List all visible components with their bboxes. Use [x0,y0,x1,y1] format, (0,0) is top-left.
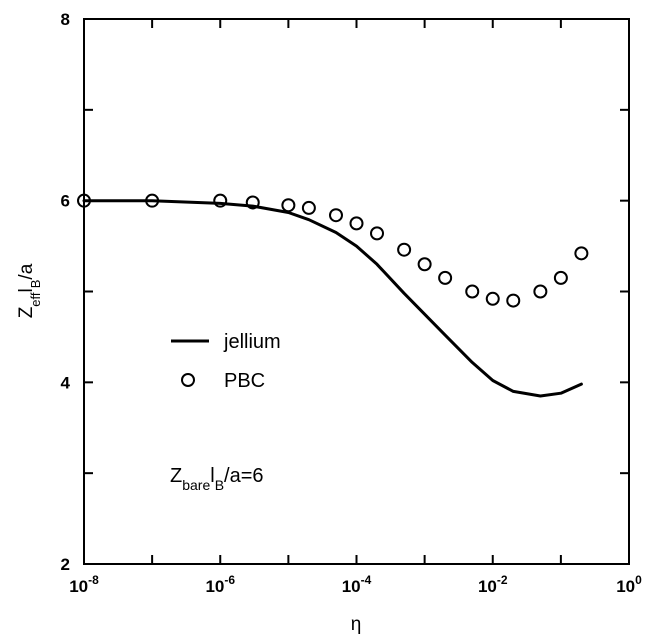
series-PBC-point [349,216,364,231]
x-tick-label-exponent: -4 [361,573,372,587]
series-PBC-point [574,246,589,261]
series-PBC-point [485,291,500,306]
y-tick-label: 4 [61,373,71,392]
x-tick-label-base: 10 [342,577,361,596]
series-PBC-point [417,257,432,272]
x-tick-labels: 10-8 10-6 10-4 10-2 100 [69,573,642,596]
y-tick-labels: 2 4 6 8 [61,10,71,574]
series-PBC-point [397,242,412,257]
x-axis-title: η [351,614,362,635]
series-PBC-point [281,198,296,213]
series-PBC-point [245,195,260,210]
series-PBC-point [533,284,548,299]
series-PBC-point [77,193,91,208]
series-PBC-point [506,293,521,308]
legend-pbc-label: PBC [224,370,265,392]
series-PBC-point [370,226,385,241]
x-tick-label-exponent: -8 [88,573,99,587]
x-tick-label: 10-4 [342,573,372,596]
series-PBC-point [465,284,480,299]
series-PBC-point [553,270,568,285]
y-tick-label: 2 [61,555,70,574]
x-tick-label-exponent: -2 [497,573,508,587]
x-tick-label-base: 10 [616,577,635,596]
y-tick-label: 6 [61,192,70,211]
series-PBC-point [145,193,160,208]
axis-ticks [83,18,630,565]
x-tick-label-base: 10 [69,577,88,596]
y-axis-title: ZefflB/a [16,263,43,318]
x-tick-label: 100 [616,573,642,596]
x-tick-label: 10-2 [478,573,508,596]
legend: jellium PBC [171,331,281,392]
series-PBC-point [213,193,228,208]
legend-jellium-label: jellium [223,331,281,353]
x-tick-label: 10-6 [205,573,235,596]
x-tick-label-base: 10 [478,577,497,596]
series-PBC-point [438,270,453,285]
x-tick-label-exponent: -6 [224,573,235,587]
series-PBC-point [328,208,343,223]
x-tick-label-base: 10 [205,577,224,596]
series-layer [77,193,589,398]
series-PBC-point [301,200,316,215]
x-tick-label-exponent: 0 [635,573,642,587]
x-tick-label: 10-8 [69,573,99,596]
annotation-zbare: ZbarelB/a=6 [170,465,264,493]
y-tick-label: 8 [61,10,70,29]
legend-pbc-marker [181,373,195,387]
